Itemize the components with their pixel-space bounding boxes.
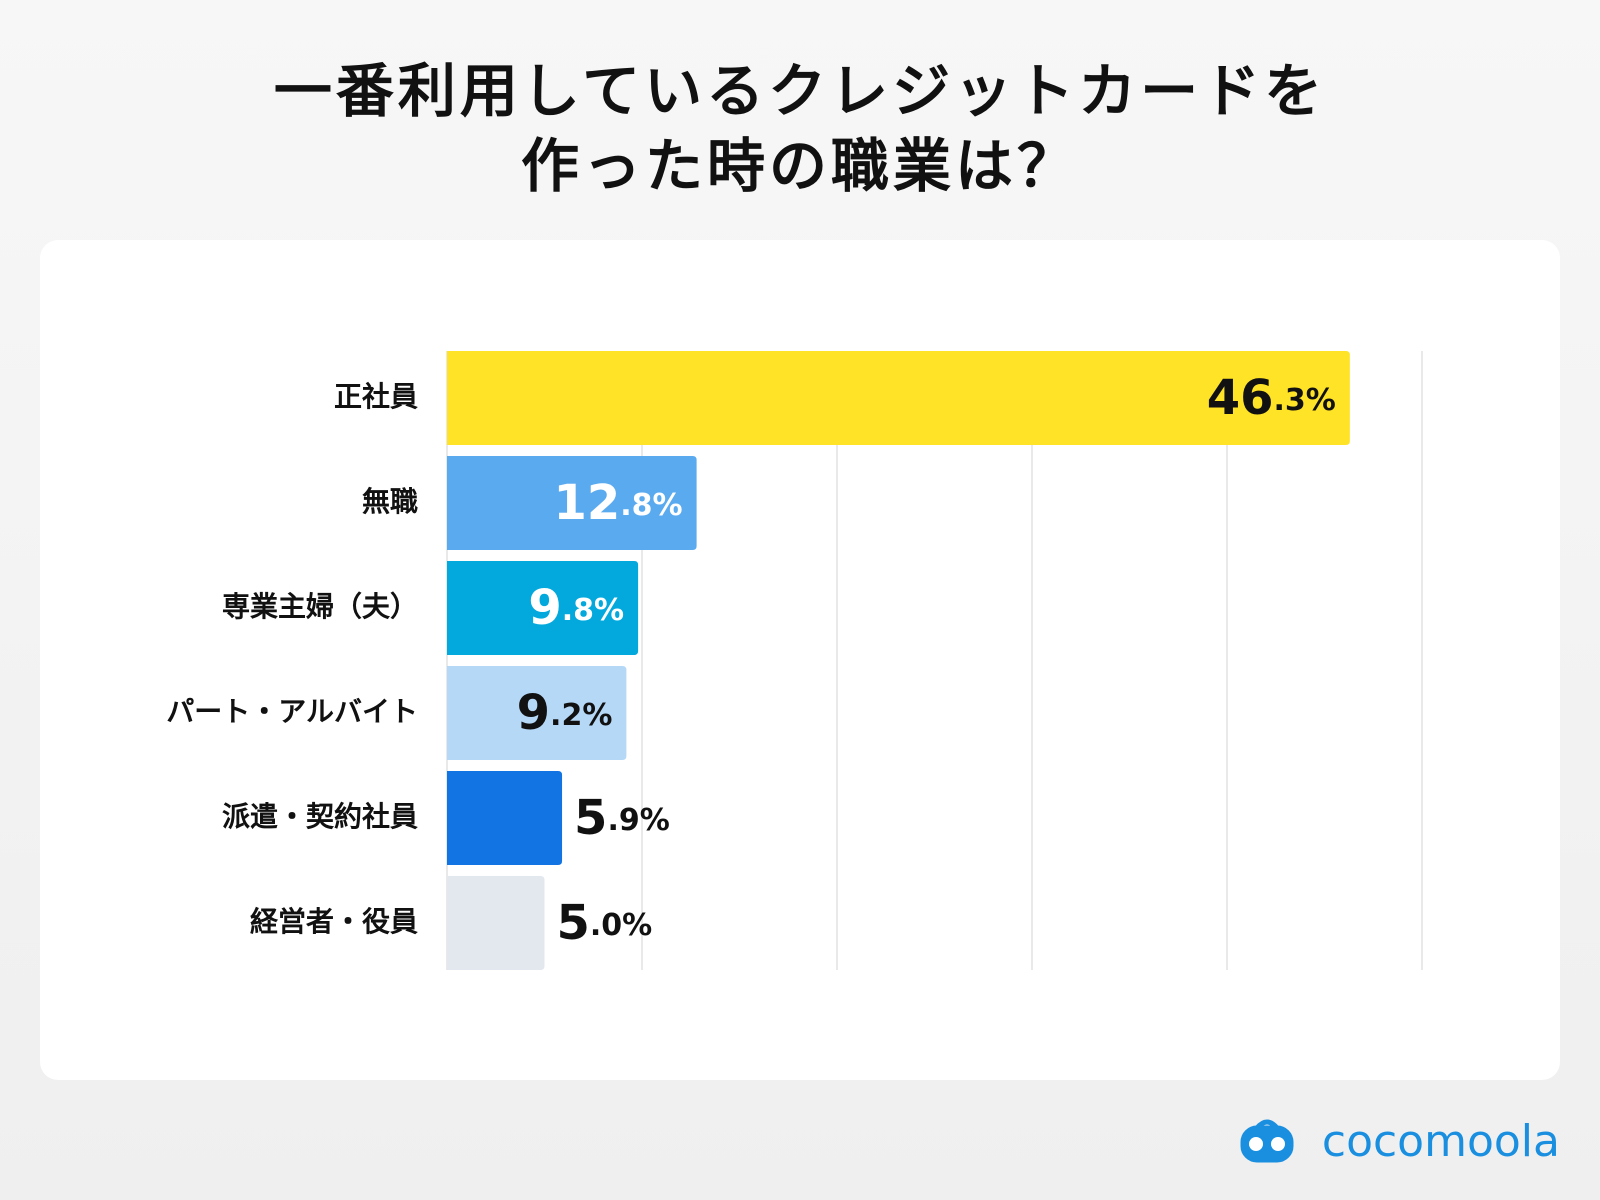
value-label-int: 9 <box>517 685 550 741</box>
value-label-int: 5 <box>574 790 607 846</box>
card <box>40 240 1560 1080</box>
value-label: 9.8% <box>528 580 624 636</box>
bar <box>447 771 563 865</box>
y-tick-label: 正社員 <box>334 380 418 413</box>
bar <box>447 561 639 655</box>
chart-title: 作った時の職業は？ <box>521 132 1079 200</box>
value-label-int: 5 <box>557 895 590 951</box>
y-tick-label: パート・アルバイト <box>166 695 418 728</box>
bar <box>447 456 697 550</box>
value-label-dec: .0% <box>590 908 652 943</box>
value-label: 5.9% <box>574 790 670 846</box>
y-tick-label: 派遣・契約社員 <box>222 800 418 833</box>
value-label: 9.2% <box>517 685 613 741</box>
value-label: 46.3% <box>1207 370 1336 426</box>
bar <box>447 876 545 970</box>
logo-text: cocomoola <box>1322 1116 1560 1167</box>
value-label-dec: .9% <box>607 803 669 838</box>
bar <box>447 351 1350 445</box>
y-tick-label: 無職 <box>362 485 418 518</box>
value-label-dec: .2% <box>550 698 612 733</box>
y-tick-label: 専業主婦（夫） <box>222 590 418 623</box>
value-label: 12.8% <box>553 475 682 531</box>
value-label-int: 46 <box>1207 370 1274 426</box>
y-tick-label: 経営者・役員 <box>250 905 418 938</box>
chart-title: 一番利用しているクレジットカードを <box>274 57 1326 125</box>
value-label-int: 9 <box>528 580 561 636</box>
value-label-dec: .8% <box>620 488 682 523</box>
bar <box>447 666 627 760</box>
value-label: 5.0% <box>557 895 653 951</box>
value-label-dec: .8% <box>562 593 624 628</box>
value-label-dec: .3% <box>1274 383 1336 418</box>
logo-icon <box>1240 1119 1294 1163</box>
value-label-int: 12 <box>553 475 620 531</box>
